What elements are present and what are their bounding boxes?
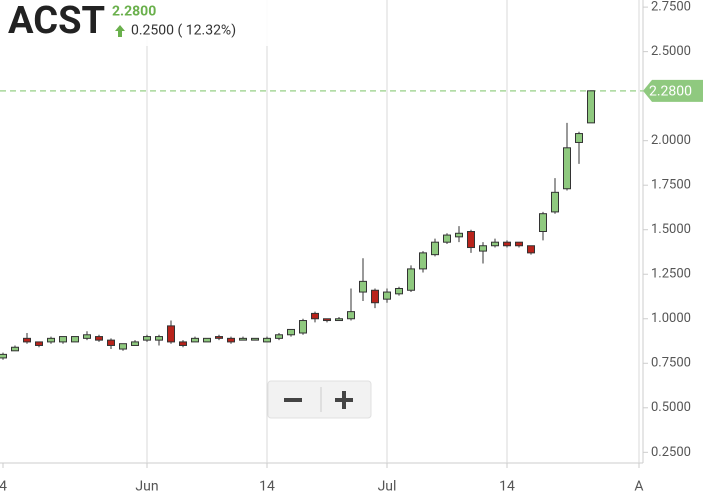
- candle-body: [83, 334, 91, 339]
- candle-body: [527, 245, 535, 254]
- candle-body: [455, 232, 463, 238]
- x-tick-label: A: [634, 479, 643, 495]
- candle-body: [431, 241, 439, 256]
- candle-body: [263, 337, 271, 343]
- candle-body: [47, 337, 55, 343]
- candle-body: [407, 268, 415, 291]
- candle-body: [227, 337, 235, 343]
- candle-body: [335, 318, 343, 322]
- candle-body: [119, 343, 127, 350]
- y-tick-label: 0.2500: [651, 445, 691, 460]
- zoom-out[interactable]: [284, 398, 302, 402]
- candle-body: [347, 311, 355, 320]
- candle-body: [299, 320, 307, 334]
- candle-body: [323, 318, 331, 322]
- candle-body: [239, 337, 247, 341]
- up-arrow: [115, 25, 125, 37]
- y-tick-label: 1.7500: [651, 178, 691, 193]
- x-tick-label: Jun: [135, 479, 158, 495]
- zoom-box: [267, 380, 372, 419]
- y-tick-label: 2.7500: [651, 0, 691, 15]
- candle-body: [419, 252, 427, 270]
- candle-body: [479, 245, 487, 252]
- candle-body: [251, 337, 259, 341]
- candle-body: [551, 191, 559, 213]
- price-tag: [643, 79, 703, 102]
- candle-body: [131, 341, 139, 346]
- symbol: ACST: [8, 0, 105, 43]
- candle-body: [35, 341, 43, 346]
- candle-body: [23, 337, 31, 343]
- candle-body: [203, 337, 211, 343]
- x-tick-label: 14: [259, 479, 275, 495]
- header-box: [0, 0, 268, 46]
- candle-body: [395, 287, 403, 295]
- candle-body: [191, 337, 199, 343]
- y-tick-label: 1.2500: [651, 267, 691, 282]
- candle-body: [0, 353, 7, 359]
- candle-body: [563, 147, 571, 190]
- last-price: 2.2800: [112, 4, 156, 20]
- price-change: 0.2500 ( 12.32%): [131, 23, 236, 39]
- candle-body: [275, 334, 283, 339]
- y-tick-label: 1.0000: [651, 311, 691, 326]
- candle-body: [287, 328, 295, 336]
- candle-body: [515, 241, 523, 247]
- candle-body: [95, 336, 103, 341]
- x-tick-label: 4: [0, 479, 7, 495]
- y-tick-label: 0.5000: [651, 400, 691, 415]
- candle-body: [371, 289, 379, 304]
- y-tick-label: 2.5000: [651, 44, 691, 59]
- price-tag-label: 2.2800: [649, 84, 692, 100]
- candle-body: [383, 291, 391, 300]
- candle-body: [491, 241, 499, 247]
- candle-body: [503, 241, 511, 247]
- candle-body: [311, 312, 319, 320]
- y-tick-label: 0.7500: [651, 356, 691, 371]
- candle-body: [443, 234, 451, 243]
- x-tick-label: 14: [499, 479, 515, 495]
- candle-body: [215, 336, 223, 339]
- zoom-in[interactable]: [335, 391, 353, 409]
- x-tick-label: Jul: [378, 479, 397, 495]
- candle-body: [539, 213, 547, 232]
- candle-body: [179, 341, 187, 346]
- y-tick-label: 2.0000: [651, 133, 691, 148]
- candle-body: [143, 336, 151, 341]
- candle-body: [467, 231, 475, 249]
- candle-body: [167, 325, 175, 343]
- candle-body: [107, 339, 115, 346]
- zoom-controls: [267, 380, 372, 419]
- candle-body: [359, 280, 367, 293]
- candle-body: [155, 336, 163, 341]
- candle-body: [587, 90, 595, 124]
- candle-body: [59, 336, 67, 343]
- candle-body: [11, 346, 19, 352]
- candle-body: [71, 336, 79, 343]
- y-tick-label: 1.5000: [651, 222, 691, 237]
- candle-body: [575, 133, 583, 143]
